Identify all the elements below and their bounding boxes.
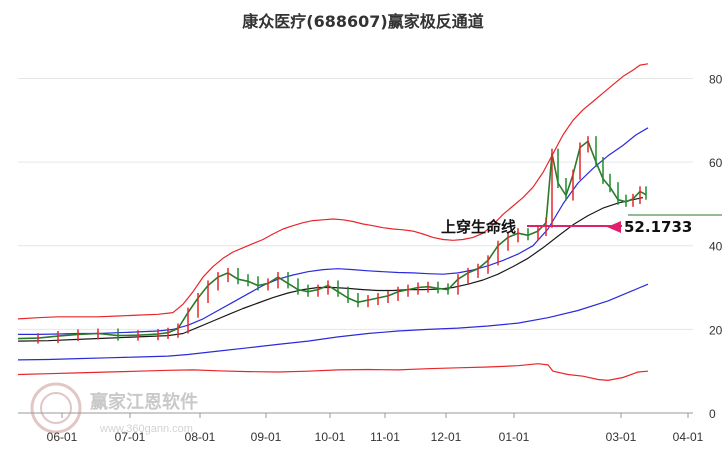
series-life-black <box>17 197 644 342</box>
y-tick-label: 60 <box>709 156 723 170</box>
annotation-layer: 上穿生命线 52.1733 <box>441 214 722 236</box>
x-tick-label: 09-01 <box>251 430 282 444</box>
y-tick-label: 80 <box>709 72 723 86</box>
y-tick-label: 20 <box>709 323 723 337</box>
last-price-label: 52.1733 <box>624 218 692 236</box>
series-mid-blue <box>17 283 649 361</box>
series-lower-red <box>17 363 649 381</box>
watermark-brand: 赢家江恩软件 <box>90 391 198 413</box>
watermark-logo-icon <box>30 382 82 434</box>
axis-layer: 0 20 40 60 80 06-01 07-01 08-01 09-01 10-01 11-01 1… <box>18 72 723 444</box>
x-tick-label: 03-01 <box>606 430 637 444</box>
series-blue-mid <box>18 127 649 335</box>
grid-layer <box>18 77 693 414</box>
x-tick-label: 04-01 <box>673 430 704 444</box>
series-upper-red <box>17 63 649 320</box>
x-tick-label: 06-01 <box>47 430 78 444</box>
x-tick-label: 10-01 <box>315 430 346 444</box>
x-tick-label: 12-01 <box>431 430 462 444</box>
x-tick-label: 07-01 <box>115 430 146 444</box>
breakout-annotation: 上穿生命线 <box>441 218 516 236</box>
y-tick-label: 40 <box>709 240 723 254</box>
x-tick-label: 01-01 <box>499 430 530 444</box>
x-tick-label: 08-01 <box>185 430 216 444</box>
x-tick-label: 11-01 <box>370 430 400 444</box>
series-layer <box>17 63 649 381</box>
price-pointer-icon <box>607 221 621 233</box>
chart-title: 康众医疗(688607)赢家极反通道 <box>242 12 483 31</box>
watermark: 赢家江恩软件 www.360gann.com <box>30 382 198 435</box>
watermark-url: www.360gann.com <box>99 423 193 435</box>
y-tick-label: 0 <box>709 407 716 421</box>
